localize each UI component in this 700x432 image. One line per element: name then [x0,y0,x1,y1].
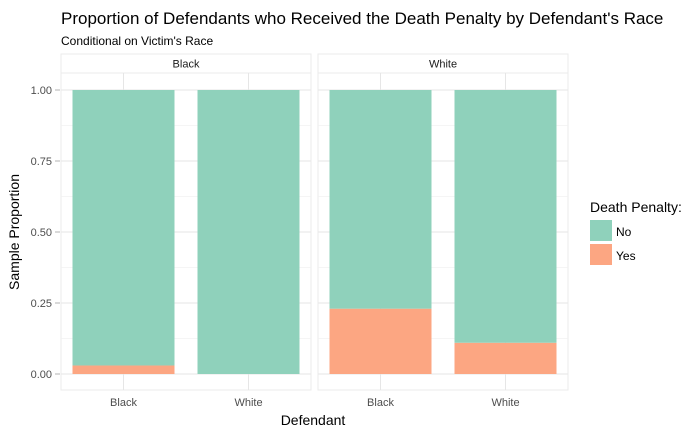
facet-panel-black: Black Black White [60,53,312,409]
bar-white-black-yes [329,308,432,374]
bar-white-white-yes [454,342,557,374]
facet-panels: Black Black White White Black White [60,53,569,409]
bar-black-white-no [197,90,300,374]
bar-black-black-yes [72,365,175,374]
legend-label-no: No [616,225,632,239]
chart-title: Proportion of Defendants who Received th… [61,9,663,28]
y-axis-label: Sample Proportion [6,174,22,290]
legend-swatch-yes [590,244,612,265]
legend: Death Penalty: No Yes [590,199,682,265]
y-tick-label: 0.25 [31,298,52,310]
bar-white-black-no [329,90,432,309]
x-tick-label: Black [367,397,394,409]
y-axis: 0.00 0.25 0.50 0.75 1.00 [31,85,60,381]
legend-swatch-no [590,220,612,241]
x-tick-label: White [491,397,519,409]
x-tick-label: White [234,397,262,409]
x-axis-label: Defendant [281,412,346,428]
legend-title: Death Penalty: [590,199,682,215]
facet-panel-white: White Black White [317,53,569,409]
x-tick-label: Black [110,397,137,409]
facet-strip-label: Black [173,59,200,71]
bar-white-white-no [454,90,557,343]
y-tick-label: 0.75 [31,156,52,168]
bar-black-black-no [72,90,175,366]
chart-subtitle: Conditional on Victim's Race [61,34,213,48]
y-tick-label: 0.50 [31,227,52,239]
y-tick-label: 1.00 [31,85,52,97]
facet-strip-label: White [429,59,457,71]
y-tick-label: 0.00 [31,369,52,381]
legend-label-yes: Yes [616,249,636,263]
